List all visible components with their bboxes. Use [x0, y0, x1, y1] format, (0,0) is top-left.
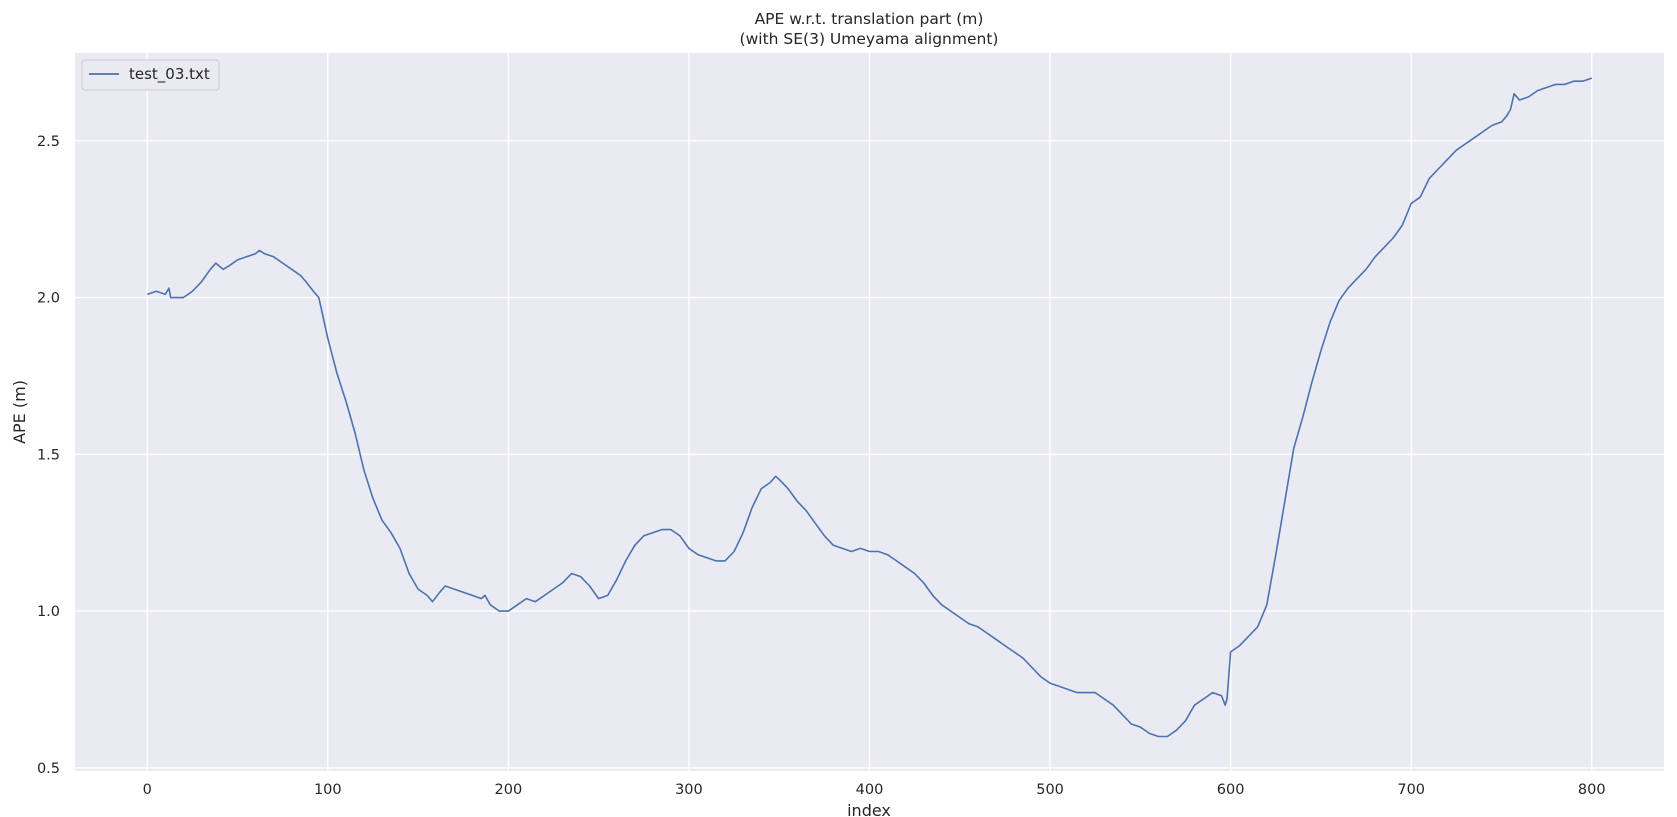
y-tick-label: 1.5 — [37, 447, 60, 463]
legend: test_03.txt — [81, 59, 220, 91]
grid — [75, 53, 1664, 771]
x-tick-label: 600 — [1217, 782, 1245, 798]
legend-box — [81, 59, 220, 91]
x-tick-label: 0 — [143, 782, 152, 798]
chart-subtitle: (with SE(3) Umeyama alignment) — [740, 30, 999, 48]
legend-label: test_03.txt — [129, 65, 210, 84]
y-tick-label: 2.5 — [37, 134, 60, 150]
x-tick-label: 400 — [856, 782, 884, 798]
x-tick-labels: 0 100 200 300 400 500 600 700 800 — [143, 782, 1606, 798]
y-axis-label: APE (m) — [10, 380, 29, 444]
x-axis-label: index — [847, 801, 891, 817]
x-tick-label: 700 — [1397, 782, 1425, 798]
x-tick-label: 200 — [495, 782, 523, 798]
y-tick-label: 0.5 — [37, 761, 60, 777]
y-tick-label: 1.0 — [37, 604, 60, 620]
x-tick-label: 800 — [1578, 782, 1606, 798]
x-tick-label: 100 — [314, 782, 342, 798]
series-line — [146, 77, 1593, 738]
y-tick-label: 2.0 — [37, 291, 60, 307]
y-tick-labels: 0.5 1.0 1.5 2.0 2.5 — [37, 134, 60, 777]
x-tick-label: 500 — [1036, 782, 1064, 798]
x-tick-label: 300 — [675, 782, 703, 798]
chart-title: APE w.r.t. translation part (m) — [755, 10, 984, 28]
